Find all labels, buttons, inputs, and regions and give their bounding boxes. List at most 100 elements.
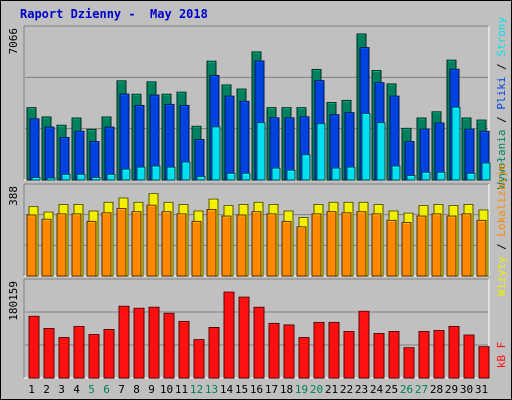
- bar: [73, 325, 85, 379]
- bar: [361, 113, 371, 181]
- bar: [133, 307, 145, 379]
- bar: [208, 326, 220, 379]
- x-tick-label: 13: [205, 383, 218, 396]
- legend-entry: kB F: [495, 342, 508, 369]
- bar: [373, 333, 385, 379]
- chart-title: Raport Dzienny - May 2018: [20, 7, 208, 21]
- bar: [181, 161, 191, 181]
- bar: [328, 321, 340, 379]
- bar: [343, 331, 355, 379]
- bar: [211, 126, 221, 181]
- bar: [136, 166, 146, 181]
- bar: [161, 211, 172, 277]
- x-tick-label: 9: [148, 383, 155, 396]
- bar: [146, 204, 157, 277]
- bar: [416, 215, 427, 277]
- legend-entry: Wizyty: [495, 256, 508, 296]
- legend-hits: Wywołania / Pliki / Strony: [495, 17, 508, 190]
- bar: [386, 219, 397, 277]
- bar: [433, 330, 445, 379]
- x-tick-label: 24: [370, 383, 384, 396]
- bar: [256, 122, 266, 181]
- bar: [163, 312, 175, 379]
- bar: [401, 222, 412, 277]
- bar: [116, 207, 127, 277]
- bar: [191, 220, 202, 277]
- x-tick-label: 30: [460, 383, 473, 396]
- x-tick-label: 26: [400, 383, 413, 396]
- bar: [298, 337, 310, 379]
- bar: [74, 130, 85, 181]
- bar: [253, 306, 265, 379]
- bar: [196, 176, 206, 181]
- bar: [206, 209, 217, 277]
- y-max-label-visits: 388: [7, 186, 20, 206]
- bar: [148, 306, 160, 379]
- bar: [461, 213, 472, 277]
- bar: [43, 327, 55, 379]
- bar: [131, 211, 142, 277]
- bar: [119, 93, 130, 181]
- bar: [241, 172, 251, 181]
- bar: [376, 122, 386, 181]
- bar: [448, 325, 460, 379]
- bar: [403, 347, 415, 379]
- bar: [58, 337, 70, 379]
- x-tick-label: 28: [430, 383, 443, 396]
- bar: [76, 173, 86, 181]
- bar: [326, 211, 337, 277]
- x-tick-label: 18: [280, 383, 293, 396]
- series-hits-2: [31, 106, 491, 181]
- bar: [56, 213, 67, 277]
- bar: [238, 296, 250, 379]
- bar: [358, 310, 370, 379]
- bar: [418, 331, 430, 379]
- bar: [103, 329, 115, 379]
- legend-entry: Lokalizacje: [495, 164, 508, 237]
- x-tick-label: 7: [118, 383, 125, 396]
- x-tick-label: 3: [58, 383, 65, 396]
- bar: [271, 167, 281, 181]
- bar: [436, 171, 446, 181]
- x-tick-label: 10: [160, 383, 173, 396]
- x-tick-label: 22: [340, 383, 353, 396]
- legend-entry: Pliki: [495, 77, 508, 110]
- bar: [434, 122, 445, 181]
- x-tick-label: 5: [88, 383, 95, 396]
- bar: [194, 139, 205, 181]
- bar: [101, 212, 112, 277]
- bar: [478, 346, 490, 379]
- bar: [331, 167, 341, 181]
- bar: [88, 334, 100, 379]
- bar: [193, 339, 205, 379]
- x-tick-label: 20: [310, 383, 323, 396]
- y-max-label-hits: 7066: [7, 28, 20, 55]
- x-tick-label: 6: [103, 383, 110, 396]
- x-tick-label: 14: [220, 383, 234, 396]
- bar: [61, 173, 71, 181]
- x-tick-label: 21: [325, 383, 338, 396]
- bar: [451, 106, 461, 181]
- bar: [296, 226, 307, 277]
- x-tick-label: 17: [265, 383, 278, 396]
- bar: [463, 334, 475, 379]
- bar: [28, 315, 40, 379]
- legend-separator: /: [495, 110, 508, 130]
- bar: [59, 136, 70, 181]
- x-tick-label: 16: [250, 383, 263, 396]
- x-tick-label: 12: [190, 383, 203, 396]
- series-visits-1: [26, 204, 487, 277]
- bar: [476, 219, 487, 277]
- x-tick-label: 23: [355, 383, 368, 396]
- bar: [464, 128, 475, 181]
- bar: [221, 215, 232, 277]
- bar: [301, 154, 311, 181]
- bar: [106, 173, 116, 181]
- bar: [481, 162, 491, 181]
- bar: [178, 320, 190, 379]
- legend-separator: /: [495, 57, 508, 77]
- legend-entry: Wywołania: [495, 130, 508, 190]
- bar: [239, 100, 250, 181]
- bar: [121, 168, 131, 181]
